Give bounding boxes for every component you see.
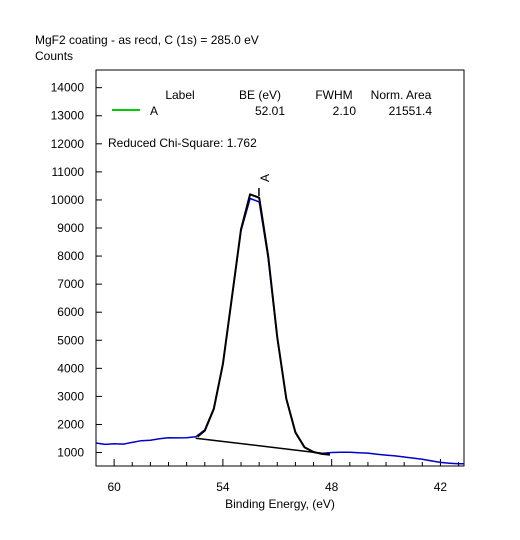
fitted-peak-line [196, 193, 331, 456]
y-tick-label: 6000 [57, 305, 84, 319]
legend-row-be: 52.01 [255, 104, 285, 118]
chart-title: MgF2 coating - as recd, C (1s) = 285.0 e… [35, 33, 259, 47]
peak-marker: A [258, 174, 272, 196]
y-tick-label: 11000 [52, 165, 85, 179]
peak-marker-label: A [258, 174, 272, 182]
x-tick-label: 54 [216, 480, 230, 494]
y-tick-label: 13000 [51, 109, 85, 123]
y-tick-label: 14000 [51, 81, 85, 95]
spectrum-line [95, 197, 464, 465]
y-tick-label: 2000 [57, 417, 84, 431]
x-tick-label: 48 [325, 480, 339, 494]
y-axis-label: Counts [35, 49, 73, 63]
series-layer [95, 193, 464, 465]
y-axis: 1000 2000 3000 4000 5000 6000 7000 8000 9000 1000… [51, 81, 102, 460]
y-tick-label: 3000 [57, 389, 84, 403]
chi-square-annotation: Reduced Chi-Square: 1.762 [108, 136, 257, 150]
legend-header-label: Label [165, 88, 194, 102]
y-tick-label: 1000 [57, 446, 84, 460]
legend: Label BE (eV) FWHM Norm. Area A 52.01 2.… [112, 88, 432, 118]
y-tick-label: 8000 [57, 249, 84, 263]
plot-frame [95, 69, 465, 467]
legend-row-fwhm: 2.10 [333, 104, 357, 118]
baseline-line [195, 437, 330, 455]
y-tick-label: 10000 [51, 193, 85, 207]
x-tick-label: 60 [107, 480, 121, 494]
y-tick-label: 9000 [57, 221, 84, 235]
legend-row-label: A [150, 104, 158, 118]
y-tick-label: 4000 [57, 361, 84, 375]
x-axis-label: Binding Energy, (eV) [225, 497, 335, 511]
legend-row-area: 21551.4 [389, 104, 433, 118]
y-tick-label: 5000 [57, 333, 84, 347]
legend-header-fwhm: FWHM [315, 88, 352, 102]
x-tick-label: 42 [434, 480, 448, 494]
y-tick-label: 7000 [57, 277, 84, 291]
y-tick-label: 12000 [51, 137, 85, 151]
legend-header-be: BE (eV) [239, 88, 281, 102]
x-axis: 60 54 48 42 [107, 459, 460, 494]
legend-header-area: Norm. Area [371, 88, 432, 102]
